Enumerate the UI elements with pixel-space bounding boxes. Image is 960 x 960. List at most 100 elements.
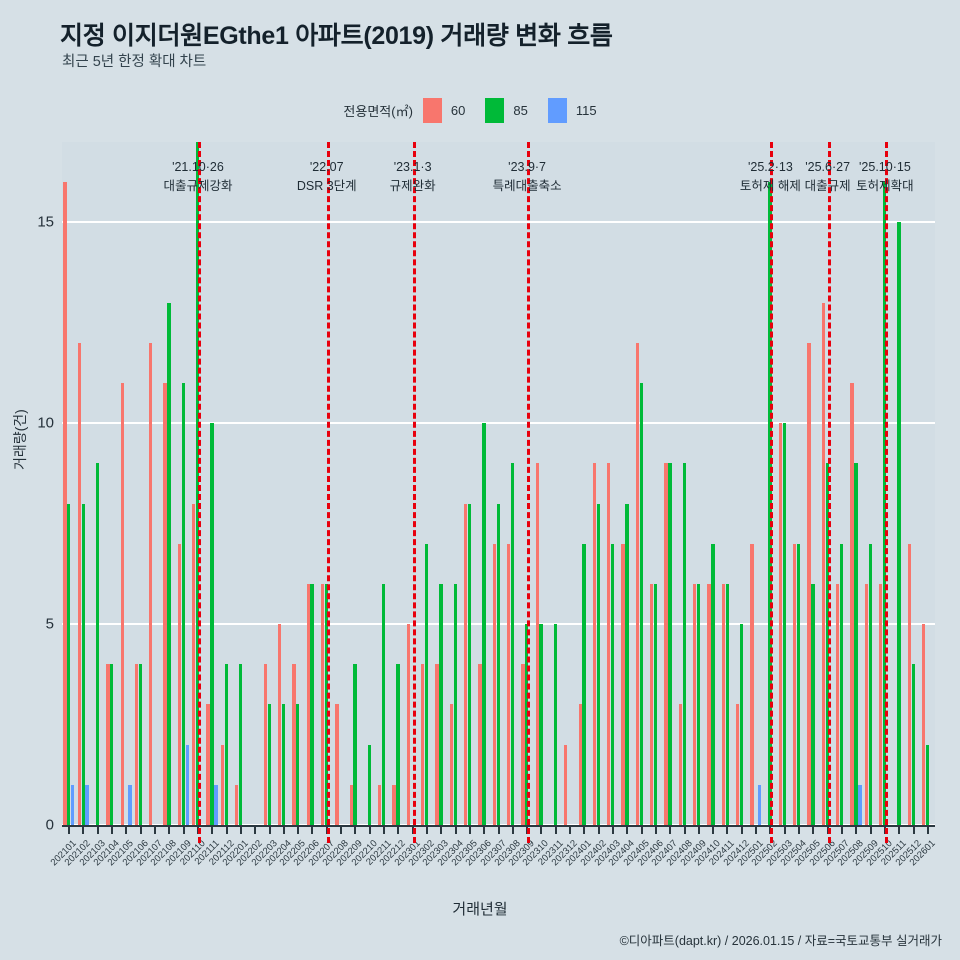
bar[interactable]: [95, 463, 100, 825]
bar[interactable]: [449, 704, 453, 825]
bar[interactable]: [607, 463, 611, 825]
bar[interactable]: [181, 383, 185, 825]
bar[interactable]: [725, 583, 729, 825]
bar[interactable]: [840, 543, 844, 825]
bar[interactable]: [263, 664, 267, 825]
bar[interactable]: [750, 543, 754, 825]
bar[interactable]: [196, 142, 200, 825]
bar[interactable]: [464, 503, 468, 825]
bar[interactable]: [306, 583, 310, 825]
bar[interactable]: [310, 583, 314, 825]
bar[interactable]: [128, 784, 132, 825]
bar[interactable]: [478, 664, 482, 825]
bar[interactable]: [496, 503, 500, 825]
bar[interactable]: [77, 342, 81, 825]
bar[interactable]: [177, 543, 182, 825]
bar[interactable]: [214, 784, 218, 825]
bar[interactable]: [635, 342, 640, 825]
bar[interactable]: [85, 784, 89, 825]
bar[interactable]: [825, 463, 829, 825]
bar[interactable]: [392, 784, 396, 825]
bar[interactable]: [625, 503, 629, 825]
bar[interactable]: [821, 302, 826, 825]
bar[interactable]: [850, 383, 854, 825]
bar[interactable]: [320, 583, 325, 825]
bar[interactable]: [879, 583, 883, 825]
bar[interactable]: [167, 302, 171, 825]
bar[interactable]: [836, 583, 840, 825]
bar[interactable]: [482, 423, 486, 825]
bar[interactable]: [578, 704, 582, 825]
bar[interactable]: [553, 624, 558, 825]
bar[interactable]: [882, 182, 887, 825]
bar[interactable]: [424, 543, 429, 825]
bar[interactable]: [439, 583, 443, 825]
bar[interactable]: [138, 664, 143, 825]
bar[interactable]: [71, 784, 75, 825]
bar[interactable]: [224, 664, 228, 825]
bar[interactable]: [396, 664, 400, 825]
bar[interactable]: [435, 664, 439, 825]
bar[interactable]: [611, 543, 615, 825]
bar[interactable]: [707, 583, 711, 825]
bar[interactable]: [353, 664, 357, 825]
bar[interactable]: [81, 503, 85, 825]
bar[interactable]: [63, 182, 67, 825]
bar[interactable]: [535, 463, 539, 825]
bar[interactable]: [110, 664, 114, 825]
bar[interactable]: [349, 784, 353, 825]
bar[interactable]: [735, 704, 740, 825]
bar[interactable]: [921, 624, 926, 825]
bar[interactable]: [564, 744, 568, 825]
legend-item-60[interactable]: 60: [422, 98, 479, 123]
bar[interactable]: [382, 583, 386, 825]
bar[interactable]: [149, 342, 153, 825]
bar[interactable]: [106, 664, 110, 825]
bar[interactable]: [758, 784, 762, 825]
bar[interactable]: [134, 664, 139, 825]
bar[interactable]: [621, 543, 625, 825]
bar[interactable]: [421, 664, 425, 825]
bar[interactable]: [696, 583, 701, 825]
bar[interactable]: [192, 503, 196, 825]
bar[interactable]: [406, 624, 411, 825]
bar[interactable]: [277, 624, 282, 825]
bar[interactable]: [521, 664, 525, 825]
bar[interactable]: [653, 583, 658, 825]
bar[interactable]: [925, 744, 930, 825]
bar[interactable]: [682, 463, 686, 825]
bar[interactable]: [721, 583, 725, 825]
bar[interactable]: [596, 503, 601, 825]
bar[interactable]: [768, 182, 772, 825]
bar[interactable]: [185, 744, 189, 825]
bar[interactable]: [120, 383, 124, 825]
bar[interactable]: [367, 744, 372, 825]
bar[interactable]: [235, 784, 239, 825]
bar[interactable]: [854, 463, 858, 825]
bar[interactable]: [668, 463, 672, 825]
bar[interactable]: [907, 543, 911, 825]
bar[interactable]: [292, 664, 296, 825]
bar[interactable]: [664, 463, 668, 825]
bar[interactable]: [238, 664, 243, 825]
bar[interactable]: [858, 784, 862, 825]
bar[interactable]: [739, 624, 744, 825]
bar[interactable]: [911, 664, 915, 825]
bar[interactable]: [650, 583, 654, 825]
bar[interactable]: [453, 583, 457, 825]
bar[interactable]: [525, 624, 529, 825]
bar[interactable]: [324, 583, 329, 825]
bar[interactable]: [782, 423, 787, 825]
bar[interactable]: [467, 503, 472, 825]
legend-item-115[interactable]: 115: [547, 98, 611, 123]
bar[interactable]: [206, 704, 210, 825]
bar[interactable]: [692, 583, 697, 825]
bar[interactable]: [778, 423, 783, 825]
bar[interactable]: [163, 383, 167, 825]
bar[interactable]: [335, 704, 339, 825]
bar[interactable]: [378, 784, 382, 825]
bar[interactable]: [210, 423, 214, 825]
bar[interactable]: [711, 543, 715, 825]
bar[interactable]: [678, 704, 682, 825]
bar[interactable]: [220, 744, 224, 825]
